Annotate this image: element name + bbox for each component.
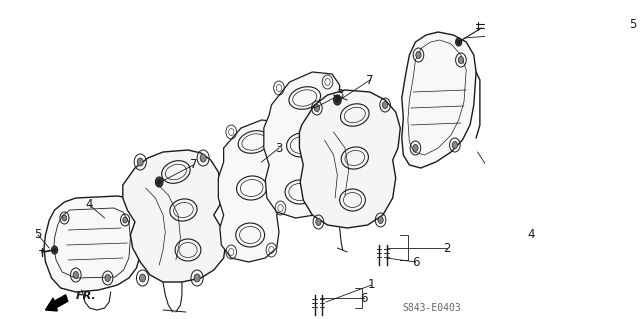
Circle shape xyxy=(140,274,145,282)
Circle shape xyxy=(156,177,163,187)
Text: 4: 4 xyxy=(86,198,93,211)
Circle shape xyxy=(105,275,110,281)
Polygon shape xyxy=(300,90,400,228)
Circle shape xyxy=(157,180,161,184)
Circle shape xyxy=(452,142,458,149)
Text: 5: 5 xyxy=(34,228,42,241)
Circle shape xyxy=(123,217,127,223)
Text: 2: 2 xyxy=(444,241,451,255)
Circle shape xyxy=(62,215,67,221)
Text: 5: 5 xyxy=(629,19,637,32)
Polygon shape xyxy=(402,32,476,168)
Text: 4: 4 xyxy=(527,228,534,241)
Circle shape xyxy=(457,40,460,44)
Text: 6: 6 xyxy=(360,292,367,305)
Circle shape xyxy=(316,219,321,226)
Text: 1: 1 xyxy=(368,278,375,292)
Circle shape xyxy=(314,105,319,112)
Circle shape xyxy=(378,217,383,224)
Circle shape xyxy=(52,246,58,254)
Circle shape xyxy=(137,158,143,166)
Circle shape xyxy=(194,274,200,282)
Text: S843-E0403: S843-E0403 xyxy=(403,303,461,313)
FancyArrow shape xyxy=(45,295,68,311)
Text: FR.: FR. xyxy=(76,291,97,301)
Circle shape xyxy=(383,101,388,108)
Circle shape xyxy=(416,51,421,58)
Circle shape xyxy=(335,98,339,102)
Polygon shape xyxy=(123,150,226,282)
Text: 3: 3 xyxy=(336,88,343,101)
Text: 6: 6 xyxy=(412,256,419,269)
Circle shape xyxy=(456,38,461,46)
Text: 7: 7 xyxy=(189,159,197,172)
Circle shape xyxy=(53,248,56,252)
Text: 7: 7 xyxy=(366,73,374,86)
Circle shape xyxy=(458,56,463,63)
Circle shape xyxy=(73,271,79,278)
Circle shape xyxy=(333,95,341,105)
Circle shape xyxy=(200,154,206,162)
Text: 3: 3 xyxy=(275,142,283,154)
Polygon shape xyxy=(264,72,340,218)
Polygon shape xyxy=(218,120,287,262)
Polygon shape xyxy=(44,196,143,292)
Circle shape xyxy=(413,145,418,152)
